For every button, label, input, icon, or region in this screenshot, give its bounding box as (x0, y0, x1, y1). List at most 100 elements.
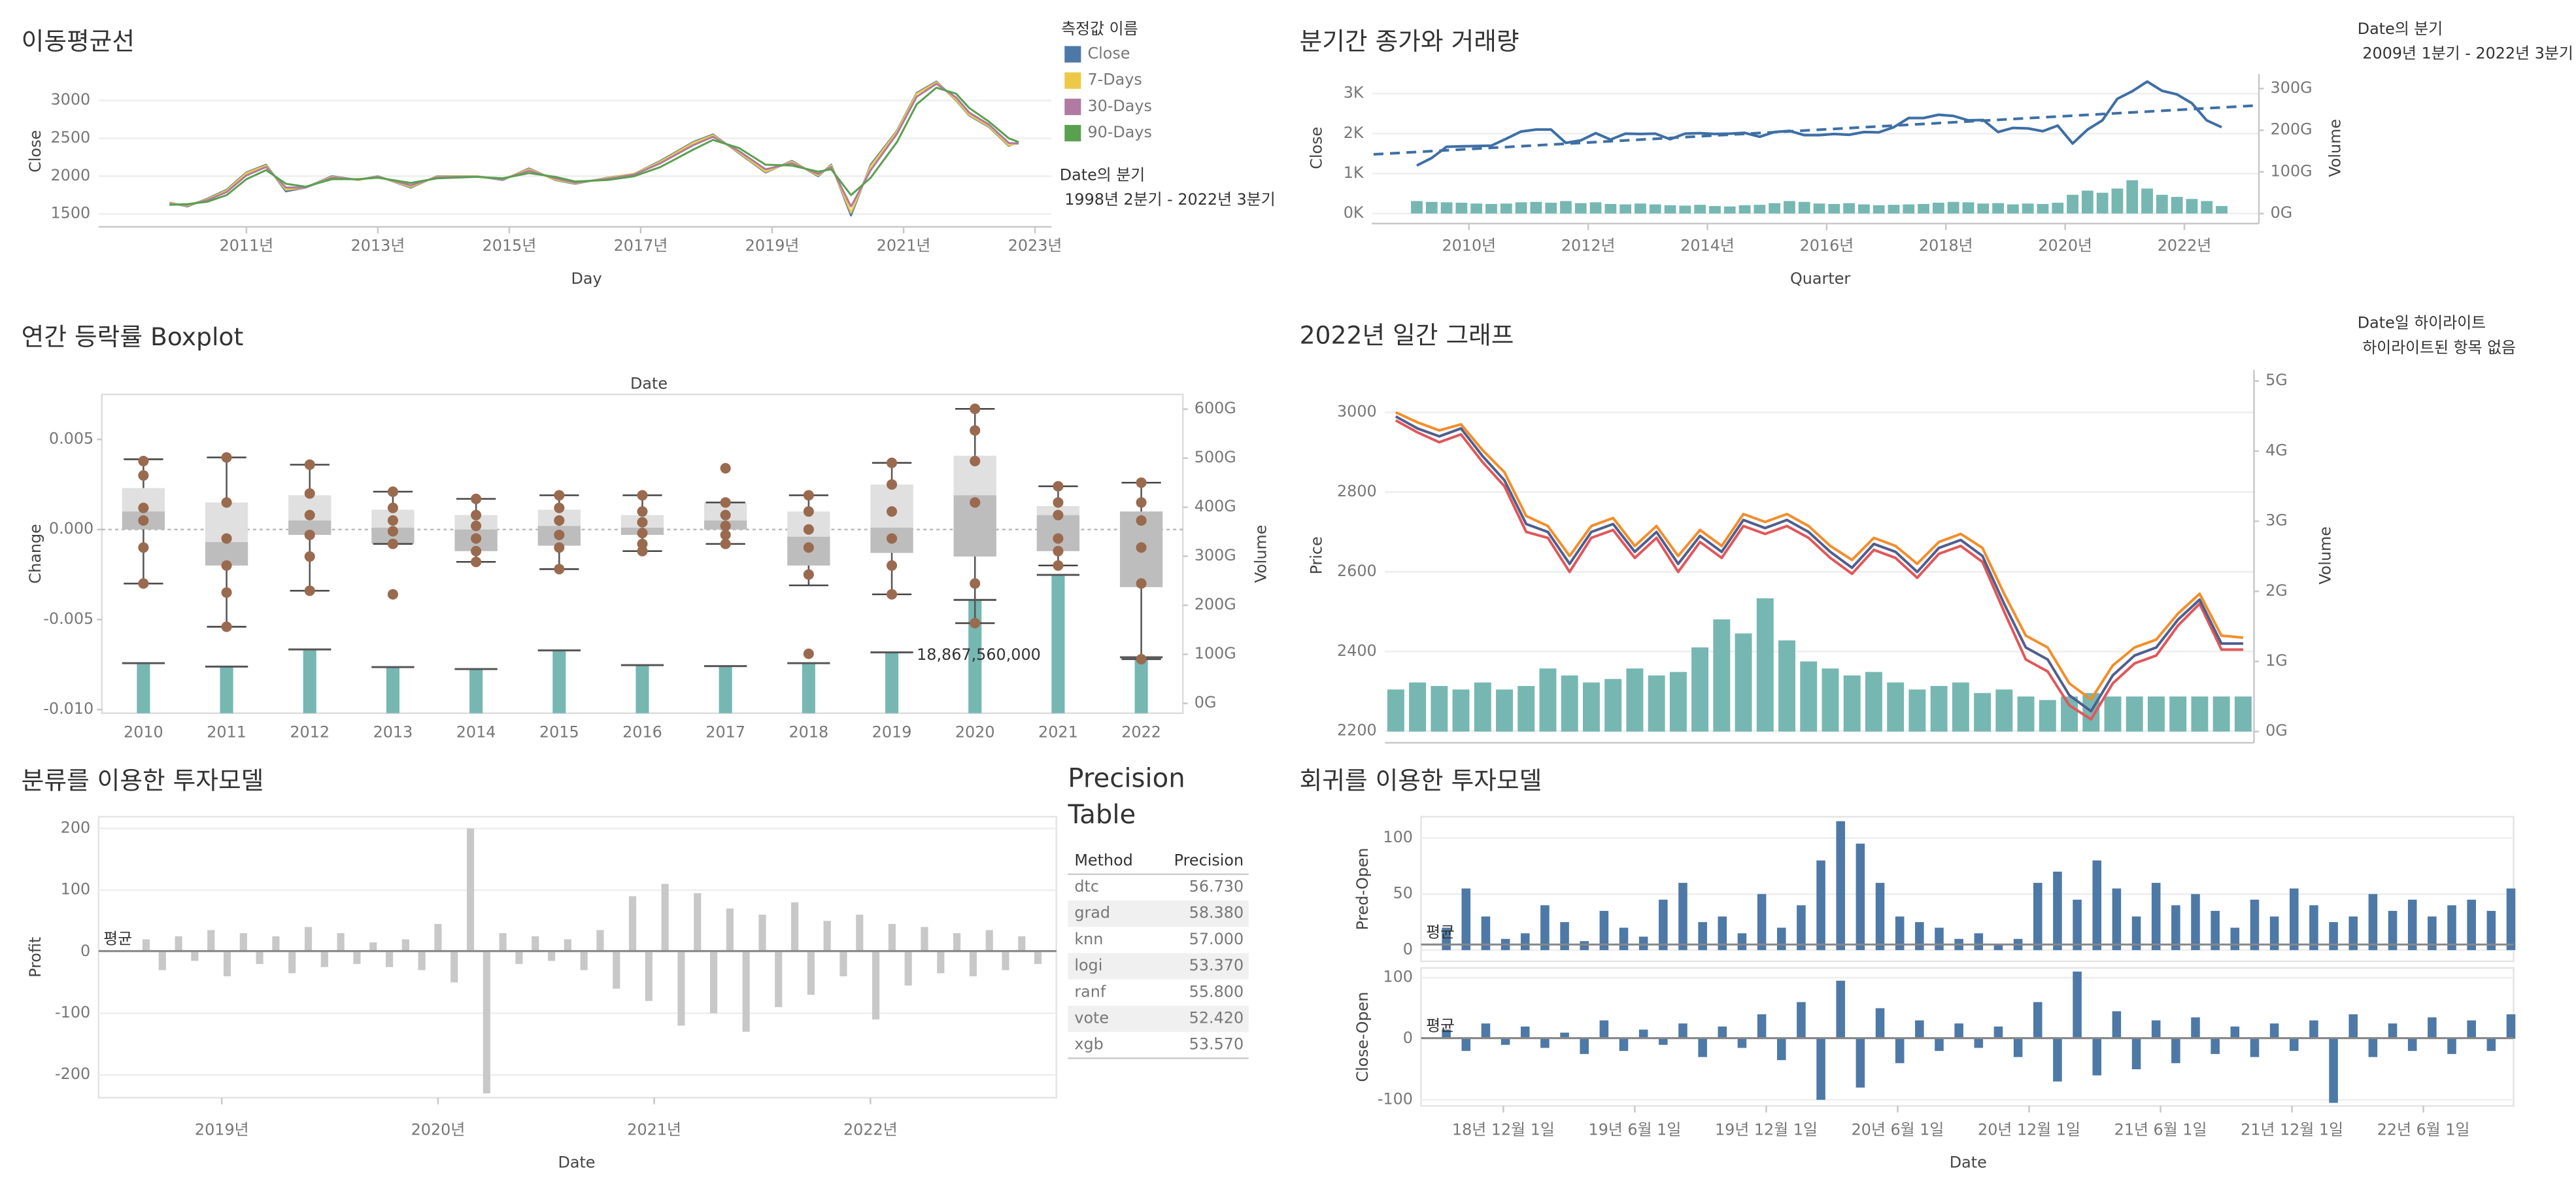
bar (2191, 1017, 2200, 1039)
bar (1723, 206, 1736, 214)
volume-bar (137, 663, 150, 713)
table-cell: 57.000 (1189, 930, 1244, 948)
point (637, 545, 648, 556)
bar (1560, 201, 1572, 214)
bar (1828, 203, 1840, 214)
x-axis-label: Date (1950, 1154, 1987, 1172)
x-tick-label: 2012년 (1561, 237, 1616, 255)
mean-label: 평균 (1426, 1016, 1455, 1035)
bar (1962, 202, 1974, 214)
bar (288, 951, 296, 974)
bar (1822, 668, 1839, 732)
bar (1034, 951, 1042, 965)
bar (2017, 696, 2035, 732)
bar (2486, 1038, 2496, 1052)
panel-frame (97, 815, 1057, 1099)
bar (645, 951, 652, 1001)
bar (1619, 204, 1632, 214)
bar (483, 951, 490, 1094)
x-tick-label: 2017 (705, 723, 745, 741)
y-tick-label: -0.005 (43, 609, 93, 628)
point (471, 521, 482, 532)
bar (1798, 201, 1810, 214)
bar (353, 951, 361, 965)
bar (2447, 905, 2456, 950)
y-tick-label: -200 (55, 1065, 90, 1083)
bar (1738, 205, 1751, 214)
bar (1659, 1038, 1668, 1045)
bar (2191, 894, 2200, 950)
point (221, 497, 232, 508)
y2-tick-label: 5G (2265, 371, 2288, 389)
bar (1411, 201, 1423, 214)
bar (2506, 888, 2516, 950)
bar (1545, 202, 1557, 214)
filter-value: 2009년 1분기 - 2022년 3분기 (2362, 44, 2573, 63)
bar (2022, 203, 2034, 214)
bar (1604, 679, 1622, 732)
bar (2348, 1014, 2358, 1039)
point (637, 528, 648, 539)
bar (1664, 205, 1676, 214)
point (1136, 477, 1147, 488)
bar (1778, 640, 1795, 732)
bar (272, 936, 280, 952)
bar (434, 923, 442, 952)
point (970, 578, 981, 589)
bar (872, 951, 880, 1019)
y-tick-label: 0 (80, 942, 90, 960)
bar (2250, 1038, 2260, 1057)
bar (1888, 205, 1900, 214)
x-tick-label: 20년 6월 1일 (1852, 1120, 1944, 1138)
bar (1930, 686, 1948, 732)
bar (2131, 916, 2141, 950)
bar (2007, 204, 2019, 214)
y-tick-label: 2600 (1337, 562, 1377, 580)
bar (2111, 188, 2124, 214)
bar (1520, 1026, 1530, 1039)
box-lower (1036, 515, 1080, 551)
bar (1540, 1038, 1550, 1048)
bar (1679, 205, 1691, 214)
bar (596, 930, 604, 952)
x-tick-label: 2011 (207, 723, 246, 741)
bar (2052, 202, 2064, 214)
chart-title: 회귀를 이용한 투자모델 (1300, 766, 1542, 795)
bar (1580, 1038, 1589, 1054)
bar (1713, 619, 1731, 732)
y2-tick-label: 100G (2271, 162, 2313, 180)
y-tick-label: 2500 (50, 128, 90, 146)
y2-tick-label: 300G (2271, 78, 2313, 97)
point (1136, 653, 1147, 665)
bar (1776, 1038, 1786, 1061)
bar (2329, 922, 2338, 950)
bar (2290, 888, 2299, 950)
x-tick-label: 2013년 (351, 237, 405, 255)
legend-label: 90-Days (1087, 123, 1152, 141)
y-tick-label: 100 (61, 880, 91, 898)
table-cell: xgb (1074, 1035, 1103, 1053)
x-axis-label: Date (558, 1154, 595, 1172)
point (221, 533, 232, 544)
bar (2073, 899, 2082, 950)
point (554, 515, 565, 526)
y-tick-label: 2200 (1337, 721, 1377, 740)
point (803, 648, 814, 659)
point (637, 506, 648, 517)
table-header: Precision (1174, 851, 1244, 869)
line (1416, 80, 2222, 167)
point (886, 457, 898, 468)
bar (1843, 675, 1861, 732)
x-axis-label: Day (571, 269, 602, 288)
y2-tick-label: 400G (1195, 497, 1236, 515)
bar (1619, 927, 1629, 950)
point (803, 524, 814, 535)
bar (2467, 1020, 2476, 1039)
bar (969, 951, 977, 976)
point (387, 502, 398, 513)
bar (2428, 916, 2437, 950)
filter-value: 1998년 2분기 - 2022년 3분기 (1064, 190, 1275, 209)
bar (2234, 696, 2252, 732)
bar (1561, 675, 1578, 732)
filter-title: Date의 분기 (1060, 165, 1145, 184)
